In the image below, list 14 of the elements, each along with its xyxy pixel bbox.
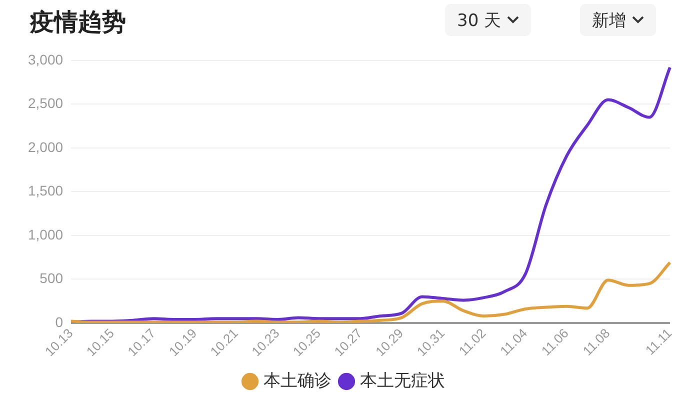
text: 新增 bbox=[592, 10, 626, 32]
y-tick-label: 0 bbox=[55, 314, 64, 330]
y-tick-label: 1,500 bbox=[28, 182, 64, 199]
y-tick-label: 2,500 bbox=[28, 95, 64, 112]
line-series bbox=[70, 66, 672, 323]
text: 30 天 bbox=[457, 10, 502, 32]
y-tick-label: 3,000 bbox=[28, 51, 64, 68]
y-tick-label: 500 bbox=[40, 270, 64, 286]
legend-label: 本土无症状 bbox=[360, 370, 445, 391]
legend-label: 本土确诊 bbox=[264, 370, 332, 391]
line-series bbox=[70, 261, 672, 323]
y-tick-label: 2,000 bbox=[28, 138, 64, 155]
chart-title: 疫情趋势 bbox=[30, 7, 126, 38]
y-tick-label: 1,000 bbox=[28, 226, 64, 242]
